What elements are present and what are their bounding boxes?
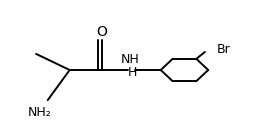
Text: H: H xyxy=(128,66,138,79)
Text: Br: Br xyxy=(217,43,231,56)
Text: NH: NH xyxy=(121,53,140,66)
Text: O: O xyxy=(96,24,107,39)
Text: NH₂: NH₂ xyxy=(28,106,52,119)
